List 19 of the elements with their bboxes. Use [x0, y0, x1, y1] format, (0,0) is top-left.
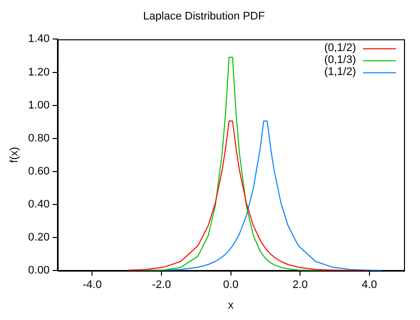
y-tick-label: 0.40 — [28, 198, 50, 211]
x-tick-label: -2.0 — [152, 279, 172, 292]
y-tick-label: 0.20 — [28, 232, 50, 244]
y-tick-label: 1.00 — [28, 99, 50, 112]
x-tick-label: -4.0 — [82, 279, 102, 292]
x-axis-title: x — [228, 299, 234, 312]
legend-label: (0,1/2) — [324, 42, 356, 54]
y-tick-label: 0.60 — [28, 165, 50, 178]
y-axis-title: f(x) — [8, 146, 21, 163]
chart-title: Laplace Distribution PDF — [143, 10, 266, 23]
y-tick-label: 1.20 — [28, 66, 50, 78]
x-tick-label: 0.0 — [223, 279, 238, 292]
legend-label: (1,1/2) — [324, 66, 356, 78]
y-tick-label: 0.80 — [28, 132, 50, 144]
y-tick-label: 1.40 — [28, 33, 50, 46]
x-tick-label: 2.0 — [292, 279, 308, 292]
y-tick-label: 0.00 — [28, 264, 50, 277]
x-tick-label: 4.0 — [362, 279, 378, 292]
legend-label: (0,1/3) — [324, 54, 356, 66]
